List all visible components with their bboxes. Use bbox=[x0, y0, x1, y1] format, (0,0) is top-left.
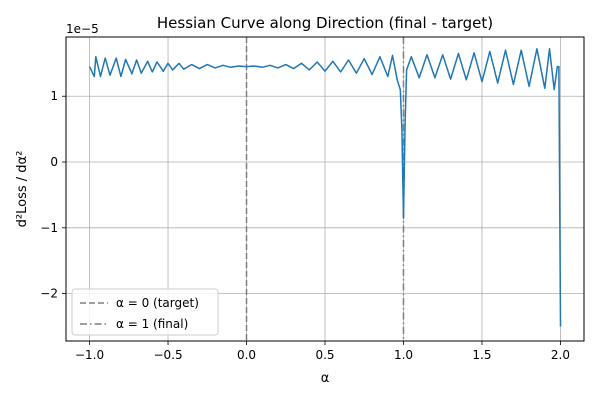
y-tick-label: −1 bbox=[40, 221, 58, 235]
legend-box bbox=[71, 288, 219, 336]
y-tick-label: 0 bbox=[50, 155, 58, 169]
legend: α = 0 (target) α = 1 (final) bbox=[71, 288, 219, 336]
y-tick-label: 1 bbox=[50, 89, 58, 103]
y-tick-label: −2 bbox=[40, 287, 58, 301]
y-axis-label: d²Loss / dα² bbox=[15, 151, 30, 228]
series-line-hessian bbox=[88, 48, 562, 327]
x-tick-label: −0.5 bbox=[153, 348, 182, 362]
x-tick-label: 1.0 bbox=[394, 348, 413, 362]
legend-label: α = 0 (target) bbox=[116, 296, 199, 310]
chart-title: Hessian Curve along Direction (final - t… bbox=[157, 14, 493, 32]
y-axis-ticks: −2 −1 0 1 bbox=[40, 89, 66, 301]
x-axis-label: α bbox=[321, 371, 330, 386]
x-tick-label: −1.0 bbox=[75, 348, 104, 362]
plot-area bbox=[88, 37, 562, 341]
x-tick-label: 0.0 bbox=[237, 348, 256, 362]
x-tick-label: 0.5 bbox=[315, 348, 334, 362]
legend-label: α = 1 (final) bbox=[116, 317, 188, 331]
x-tick-label: 1.5 bbox=[472, 348, 491, 362]
y-axis-offset-label: 1e−5 bbox=[66, 22, 99, 36]
x-tick-label: 2.0 bbox=[551, 348, 570, 362]
x-axis-ticks: −1.0 −0.5 0.0 0.5 1.0 1.5 2.0 bbox=[75, 341, 570, 362]
